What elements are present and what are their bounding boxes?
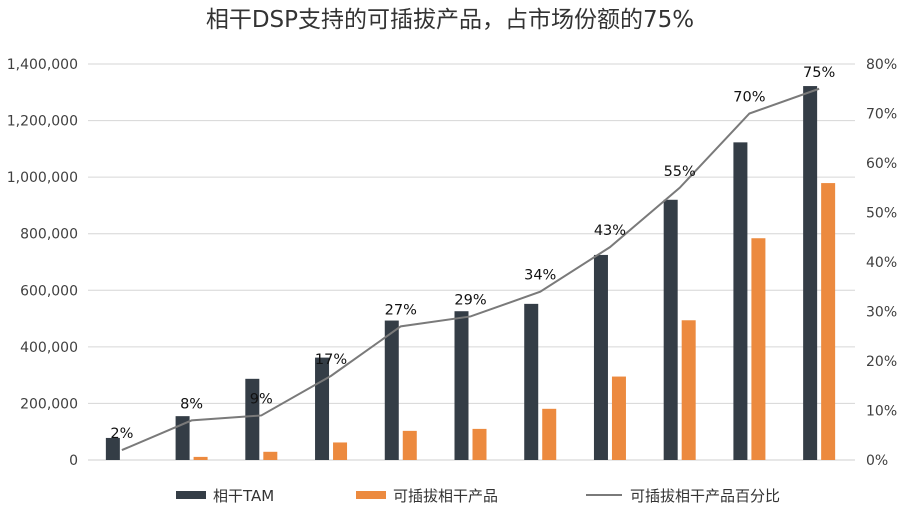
percentage-label: 17% bbox=[315, 352, 347, 368]
bar-tam bbox=[105, 437, 120, 460]
legend-label: 可插拔相干产品 bbox=[393, 487, 498, 505]
bar-tam bbox=[245, 378, 260, 460]
bar-tam bbox=[663, 199, 678, 460]
right-axis: 0% 10% 20% 30% 40% 50% 60% 70% 80% bbox=[866, 57, 897, 469]
left-tick-label: 1,400,000 bbox=[7, 57, 78, 73]
left-tick-label: 200,000 bbox=[20, 396, 78, 412]
bar-pluggable bbox=[542, 408, 557, 460]
legend-label: 相干TAM bbox=[213, 487, 274, 505]
bar-tam bbox=[175, 416, 190, 460]
left-tick-label: 600,000 bbox=[20, 283, 78, 299]
bar-tam bbox=[384, 320, 399, 460]
right-tick-label: 80% bbox=[866, 57, 897, 73]
left-tick-label: 800,000 bbox=[20, 227, 78, 243]
right-tick-label: 50% bbox=[866, 206, 897, 222]
bar-tam bbox=[803, 86, 818, 460]
legend-item: 可插拔相干产品 bbox=[356, 487, 498, 505]
percentage-label: 55% bbox=[664, 164, 696, 180]
right-tick-label: 0% bbox=[866, 453, 888, 469]
percentage-label: 27% bbox=[385, 302, 417, 318]
legend-swatch bbox=[176, 491, 206, 499]
data-labels: 2% 8% 9% 17% 27% 29% 34% 43% 55% 70% 75% bbox=[110, 65, 835, 442]
legend-item: 相干TAM bbox=[176, 487, 274, 505]
bar-pluggable bbox=[472, 428, 487, 460]
right-tick-label: 60% bbox=[866, 156, 897, 172]
bar-pluggable bbox=[611, 376, 626, 460]
bar-pluggable bbox=[402, 430, 417, 460]
right-tick-label: 70% bbox=[866, 107, 897, 123]
left-tick-label: 1,200,000 bbox=[7, 114, 78, 130]
chart-title: 相干DSP支持的可插拔产品，占市场份额的75% bbox=[206, 7, 694, 33]
left-tick-label: 0 bbox=[69, 453, 78, 469]
legend-label: 可插拔相干产品百分比 bbox=[630, 487, 780, 505]
right-tick-label: 30% bbox=[866, 305, 897, 321]
percentage-label: 8% bbox=[180, 396, 203, 412]
right-tick-label: 20% bbox=[866, 354, 897, 370]
left-tick-label: 400,000 bbox=[20, 340, 78, 356]
grid-lines bbox=[88, 63, 855, 461]
percentage-label: 9% bbox=[250, 391, 273, 407]
bar-tam bbox=[593, 254, 608, 460]
left-tick-label: 1,000,000 bbox=[7, 170, 78, 186]
legend-item: 可插拔相干产品百分比 bbox=[586, 487, 780, 505]
bar-tam bbox=[733, 142, 748, 460]
percentage-label: 29% bbox=[454, 292, 486, 308]
right-tick-label: 40% bbox=[866, 255, 897, 271]
bars bbox=[105, 86, 836, 460]
bar-pluggable bbox=[681, 320, 696, 460]
legend-swatch bbox=[356, 491, 386, 499]
bar-tam bbox=[454, 311, 469, 460]
percentage-label: 2% bbox=[110, 426, 133, 442]
left-axis: 0 200,000 400,000 600,000 800,000 1,000,000 1,… bbox=[7, 57, 78, 469]
percentage-label: 75% bbox=[803, 65, 835, 81]
right-tick-label: 10% bbox=[866, 404, 897, 420]
percentage-label: 70% bbox=[733, 90, 765, 106]
bar-pluggable bbox=[751, 238, 766, 460]
percentage-label: 34% bbox=[524, 268, 556, 284]
bar-pluggable bbox=[821, 183, 836, 460]
bar-pluggable bbox=[263, 451, 278, 460]
percentage-line-path bbox=[121, 87, 820, 452]
bar-pluggable bbox=[193, 456, 208, 460]
legend: 相干TAM 可插拔相干产品 可插拔相干产品百分比 bbox=[176, 487, 780, 505]
bar-pluggable bbox=[333, 442, 348, 460]
bar-tam bbox=[524, 303, 539, 460]
percentage-line bbox=[121, 87, 820, 452]
percentage-label: 43% bbox=[594, 223, 626, 239]
bar-tam bbox=[315, 357, 330, 460]
